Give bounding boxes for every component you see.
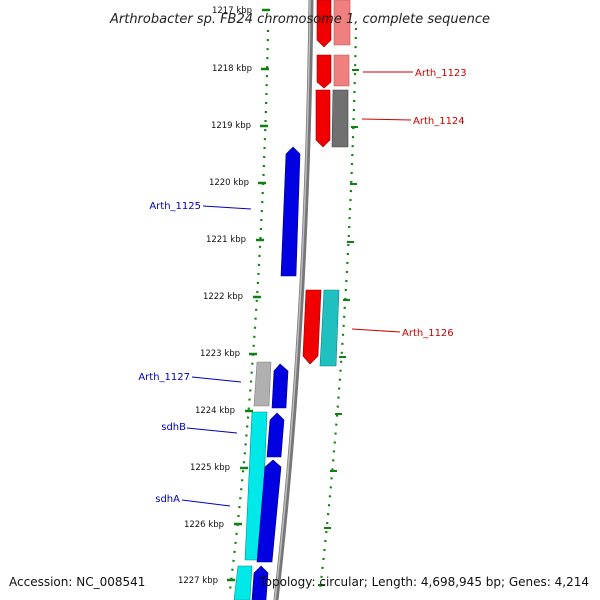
gene-blue-1127[interactable] bbox=[271, 363, 289, 409]
kbp-label-1226: 1226 kbp bbox=[184, 520, 224, 530]
map-title: Arthrobacter sp. FB24 chromosome 1, comp… bbox=[109, 12, 490, 27]
chromosome-backbone bbox=[273, 0, 314, 600]
kbp-label-1218: 1218 kbp bbox=[212, 64, 252, 74]
label-arth-1124[interactable]: Arth_1124 bbox=[413, 116, 465, 127]
kbp-label-1227: 1227 kbp bbox=[178, 576, 218, 586]
outer-ring-left bbox=[228, 29, 270, 591]
kbp-tick-marks bbox=[227, 8, 270, 582]
gene-pink-top[interactable] bbox=[333, 0, 351, 46]
gene-blue-bottom[interactable] bbox=[251, 565, 269, 600]
gene-blue-sdhB[interactable] bbox=[266, 412, 285, 458]
chromosome-backbone-highlight bbox=[274, 0, 311, 600]
kbp-label-1225: 1225 kbp bbox=[190, 463, 230, 473]
kbp-label-1221: 1221 kbp bbox=[206, 235, 246, 245]
gene-red-top[interactable] bbox=[316, 0, 332, 48]
kbp-label-1222: 1222 kbp bbox=[203, 292, 243, 302]
label-arth-1125[interactable]: Arth_1125 bbox=[149, 201, 201, 212]
gene-blue-sdhA[interactable] bbox=[256, 459, 282, 563]
gene-red-1123a[interactable] bbox=[316, 54, 332, 89]
topology-text: Topology: circular; Length: 4,698,945 bp… bbox=[258, 575, 589, 589]
gene-cyan-bottom[interactable] bbox=[233, 565, 253, 600]
gene-arrows bbox=[233, 0, 351, 600]
gene-teal-1126[interactable] bbox=[319, 289, 340, 367]
gene-red-1126[interactable] bbox=[302, 289, 322, 365]
label-leaders bbox=[181, 71, 413, 507]
gene-blue-1125[interactable] bbox=[280, 146, 301, 277]
kbp-labels: 1217 kbp 1218 kbp 1219 kbp 1220 kbp 1221… bbox=[178, 6, 252, 586]
gene-grey-1124[interactable] bbox=[331, 89, 349, 148]
gene-labels: Arth_1123 Arth_1124 Arth_1126 Arth_1125 … bbox=[138, 68, 466, 505]
label-sdhA[interactable]: sdhA bbox=[155, 494, 180, 505]
label-arth-1123[interactable]: Arth_1123 bbox=[415, 68, 467, 79]
gene-red-1124[interactable] bbox=[315, 89, 331, 148]
right-ring-ticks bbox=[318, 69, 359, 586]
kbp-label-1217: 1217 kbp bbox=[212, 6, 252, 16]
label-arth-1126[interactable]: Arth_1126 bbox=[402, 328, 454, 339]
label-sdhB[interactable]: sdhB bbox=[161, 422, 186, 433]
kbp-label-1224: 1224 kbp bbox=[195, 406, 235, 416]
gene-lightgrey-1127[interactable] bbox=[253, 361, 272, 407]
gene-pink-1123[interactable] bbox=[333, 54, 350, 87]
kbp-label-1223: 1223 kbp bbox=[200, 349, 240, 359]
label-arth-1127[interactable]: Arth_1127 bbox=[138, 372, 190, 383]
accession-text: Accession: NC_008541 bbox=[9, 575, 145, 589]
kbp-label-1220: 1220 kbp bbox=[209, 178, 249, 188]
kbp-label-1219: 1219 kbp bbox=[211, 121, 251, 131]
